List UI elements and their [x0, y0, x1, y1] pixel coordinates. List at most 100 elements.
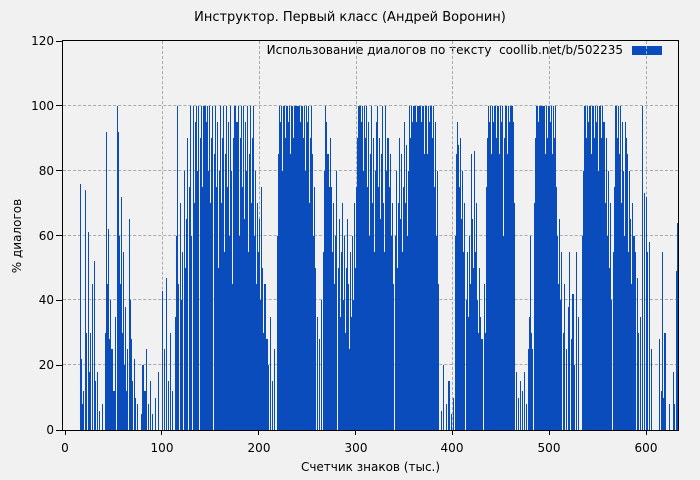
bar	[583, 170, 585, 430]
bar	[442, 365, 444, 430]
bar	[171, 391, 173, 430]
bar	[298, 154, 300, 430]
x-axis-label: Счетчик знаков (тыс.)	[300, 460, 441, 474]
bar	[471, 219, 473, 430]
bar	[551, 105, 553, 430]
bar	[201, 186, 203, 430]
bar	[261, 267, 263, 430]
bar	[202, 105, 204, 430]
bar	[280, 105, 283, 430]
bar	[501, 105, 503, 430]
bar	[89, 371, 91, 430]
bar	[481, 339, 483, 430]
bar	[113, 391, 115, 430]
bar	[396, 170, 398, 430]
bar	[339, 219, 341, 430]
bar	[345, 267, 347, 430]
bar	[217, 122, 219, 430]
bar	[445, 404, 447, 430]
bar	[240, 138, 242, 430]
bar	[434, 122, 437, 430]
bar	[621, 122, 623, 430]
bar	[382, 203, 384, 430]
bar	[466, 251, 468, 430]
bar	[120, 284, 122, 430]
bar	[559, 300, 561, 430]
bar	[253, 235, 255, 430]
bar	[176, 235, 178, 430]
bar	[289, 154, 291, 430]
bar	[427, 154, 429, 430]
bar	[530, 332, 532, 430]
bar	[613, 251, 615, 430]
bar	[509, 105, 511, 430]
bar	[516, 371, 518, 430]
bar	[412, 105, 414, 430]
bar	[206, 122, 208, 430]
bar	[142, 365, 144, 430]
bar	[193, 203, 195, 430]
bar	[490, 105, 492, 430]
bar	[600, 138, 602, 430]
bar	[484, 284, 486, 430]
bar	[480, 365, 482, 430]
bar	[592, 105, 594, 430]
bar	[320, 300, 322, 430]
bar	[400, 219, 402, 430]
x-tick-label: 200	[247, 441, 271, 455]
y-tick-40	[56, 300, 62, 301]
bar	[489, 122, 491, 430]
bar	[440, 410, 442, 430]
bar	[371, 203, 374, 430]
bar	[455, 235, 457, 430]
bar	[341, 203, 344, 430]
bar	[329, 186, 331, 430]
bar	[397, 267, 399, 430]
bar	[349, 251, 351, 430]
bar	[602, 186, 604, 430]
bar	[165, 277, 167, 430]
bar	[469, 284, 471, 430]
bar	[404, 203, 406, 430]
bar	[333, 203, 335, 430]
x-tick-400	[452, 431, 453, 435]
bar	[420, 105, 422, 430]
bar	[557, 284, 559, 430]
bar	[381, 105, 383, 430]
bar	[459, 186, 461, 430]
bar	[472, 267, 474, 430]
bar	[383, 251, 385, 430]
bar	[635, 251, 637, 430]
bar	[497, 105, 499, 430]
bar	[185, 267, 187, 430]
bar	[664, 332, 666, 430]
bar	[593, 138, 595, 430]
x-tick-600	[646, 431, 647, 435]
bar	[128, 219, 130, 430]
bar	[511, 105, 513, 430]
bar	[544, 105, 546, 430]
bar	[574, 365, 576, 430]
bar	[287, 122, 289, 430]
bar	[83, 391, 85, 430]
bar	[324, 105, 326, 430]
bar	[140, 413, 142, 430]
bar	[292, 138, 294, 430]
x-tick-500	[549, 431, 550, 435]
bar	[175, 316, 177, 430]
bar	[494, 105, 497, 430]
bar	[619, 105, 621, 430]
bar	[353, 203, 355, 430]
bar	[503, 138, 505, 430]
bar	[133, 358, 135, 430]
bar	[601, 105, 603, 430]
bar	[200, 105, 202, 430]
bar	[220, 203, 222, 430]
bar	[195, 105, 197, 430]
bar	[192, 105, 194, 430]
bar	[475, 203, 477, 430]
y-tick-label: 20	[38, 358, 54, 372]
bar	[247, 105, 249, 430]
x-tick-label: 300	[344, 441, 368, 455]
bar	[393, 284, 395, 430]
